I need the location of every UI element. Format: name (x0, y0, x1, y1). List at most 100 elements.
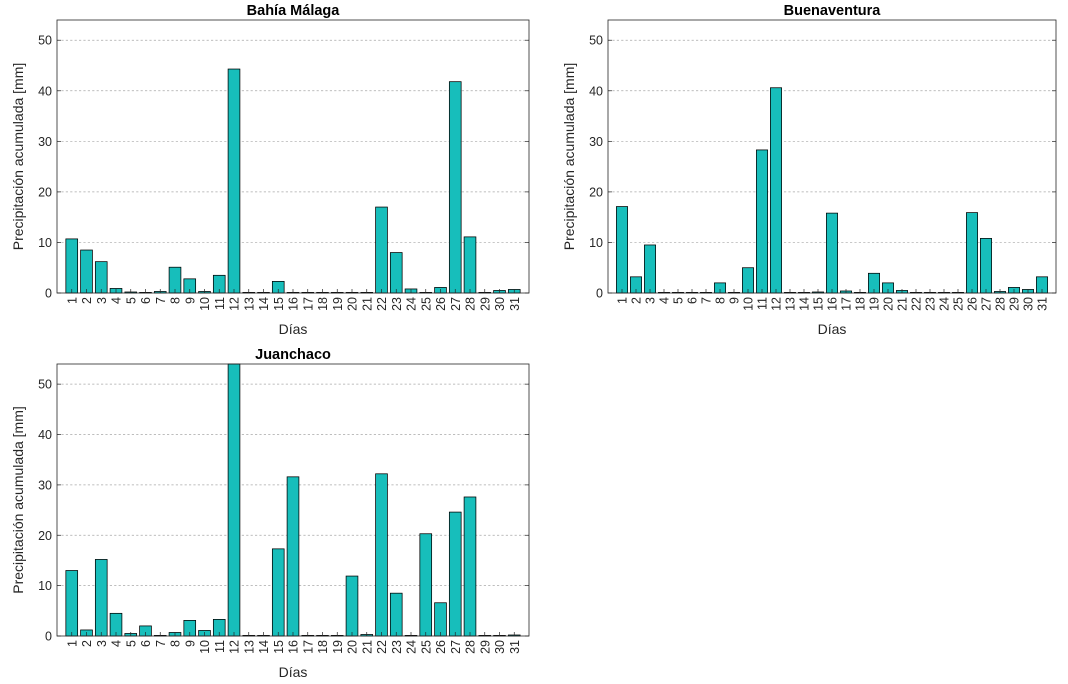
x-tick-label: 19 (331, 297, 345, 311)
chart-title: Buenaventura (784, 3, 882, 19)
x-tick-label: 12 (228, 297, 242, 311)
x-tick-label: 9 (183, 297, 197, 304)
x-tick-label: 21 (896, 297, 910, 311)
y-tick-label: 50 (38, 34, 52, 48)
bar-day-11 (756, 149, 768, 294)
x-tick-label: 19 (331, 640, 345, 654)
x-tick-label: 17 (301, 640, 315, 654)
y-tick-label: 10 (38, 579, 52, 593)
x-tick-label: 29 (1008, 297, 1022, 311)
x-tick-label: 2 (80, 640, 94, 647)
x-tick-label: 22 (375, 297, 389, 311)
y-tick-label: 10 (589, 236, 603, 250)
x-tick-label: 12 (228, 640, 242, 654)
x-tick-label: 21 (360, 640, 374, 654)
bar-day-22 (375, 206, 388, 294)
x-tick-label: 3 (95, 640, 109, 647)
x-tick-label: 16 (287, 297, 301, 311)
bar-day-12 (227, 363, 241, 637)
x-tick-label: 26 (966, 297, 980, 311)
x-tick-label: 7 (154, 640, 168, 647)
x-tick-label: 29 (478, 297, 492, 311)
x-tick-label: 4 (658, 297, 672, 304)
x-tick-label: 20 (346, 640, 360, 654)
x-tick-label: 9 (183, 640, 197, 647)
x-tick-label: 21 (360, 297, 374, 311)
y-axis-label: Precipitación acumulada [mm] (10, 406, 26, 594)
x-tick-label: 1 (616, 297, 630, 304)
bar-day-16 (826, 212, 838, 294)
x-tick-label: 24 (405, 297, 419, 311)
x-axis-label: Días (279, 664, 308, 680)
x-tick-label: 17 (840, 297, 854, 311)
x-tick-label: 23 (924, 297, 938, 311)
x-tick-label: 8 (169, 297, 183, 304)
x-tick-label: 2 (80, 297, 94, 304)
x-tick-label: 20 (882, 297, 896, 311)
y-tick-label: 20 (589, 185, 603, 199)
x-tick-label: 10 (198, 640, 212, 654)
y-axis-label: Precipitación acumulada [mm] (561, 63, 577, 251)
bar-day-27 (448, 81, 462, 294)
x-tick-label: 23 (390, 640, 404, 654)
x-tick-label: 6 (686, 297, 700, 304)
x-tick-label: 22 (910, 297, 924, 311)
x-tick-label: 11 (213, 297, 227, 310)
x-tick-label: 18 (316, 640, 330, 654)
x-tick-label: 18 (316, 297, 330, 311)
bar-day-28 (463, 236, 477, 294)
x-tick-label: 17 (301, 297, 315, 311)
x-tick-label: 30 (1022, 297, 1036, 311)
y-tick-label: 10 (38, 236, 52, 250)
x-tick-label: 5 (672, 297, 686, 304)
x-tick-label: 1 (65, 297, 79, 304)
x-tick-label: 15 (812, 297, 826, 311)
x-tick-label: 24 (405, 640, 419, 654)
x-tick-label: 31 (508, 640, 522, 654)
x-tick-label: 9 (728, 297, 742, 304)
y-tick-label: 50 (589, 34, 603, 48)
x-tick-label: 8 (169, 640, 183, 647)
x-tick-label: 25 (952, 297, 966, 311)
x-tick-label: 7 (154, 297, 168, 304)
bar-day-16 (286, 476, 300, 637)
x-tick-label: 22 (375, 640, 389, 654)
x-tick-label: 27 (449, 297, 463, 311)
bar-day-3 (644, 244, 656, 294)
x-tick-label: 29 (478, 640, 492, 654)
bar-day-23 (389, 252, 403, 294)
bar-day-25 (419, 533, 433, 637)
y-tick-label: 30 (38, 478, 52, 492)
x-tick-label: 27 (980, 297, 994, 311)
x-tick-label: 15 (272, 297, 286, 311)
chart-title: Bahía Málaga (247, 3, 341, 19)
bar-day-1 (65, 238, 79, 294)
x-tick-label: 18 (854, 297, 868, 311)
x-tick-label: 13 (784, 297, 798, 311)
x-tick-label: 1 (65, 640, 79, 647)
y-tick-label: 40 (589, 84, 603, 98)
x-tick-label: 24 (938, 297, 952, 311)
x-tick-label: 4 (110, 640, 124, 647)
bar-day-27 (448, 511, 462, 637)
y-tick-label: 30 (38, 135, 52, 149)
x-axis-label: Días (279, 321, 308, 337)
x-tick-label: 14 (257, 297, 271, 311)
x-tick-label: 8 (714, 297, 728, 304)
x-tick-label: 26 (434, 297, 448, 311)
x-tick-label: 4 (110, 297, 124, 304)
x-tick-label: 5 (124, 640, 138, 647)
x-tick-label: 23 (390, 297, 404, 311)
x-tick-label: 30 (493, 297, 507, 311)
bar-day-1 (616, 206, 628, 294)
bar-day-26 (966, 212, 978, 294)
x-tick-label: 28 (464, 640, 478, 654)
bar-day-1 (65, 570, 79, 637)
bar-day-27 (980, 238, 992, 294)
x-tick-label: 3 (95, 297, 109, 304)
y-tick-label: 40 (38, 84, 52, 98)
